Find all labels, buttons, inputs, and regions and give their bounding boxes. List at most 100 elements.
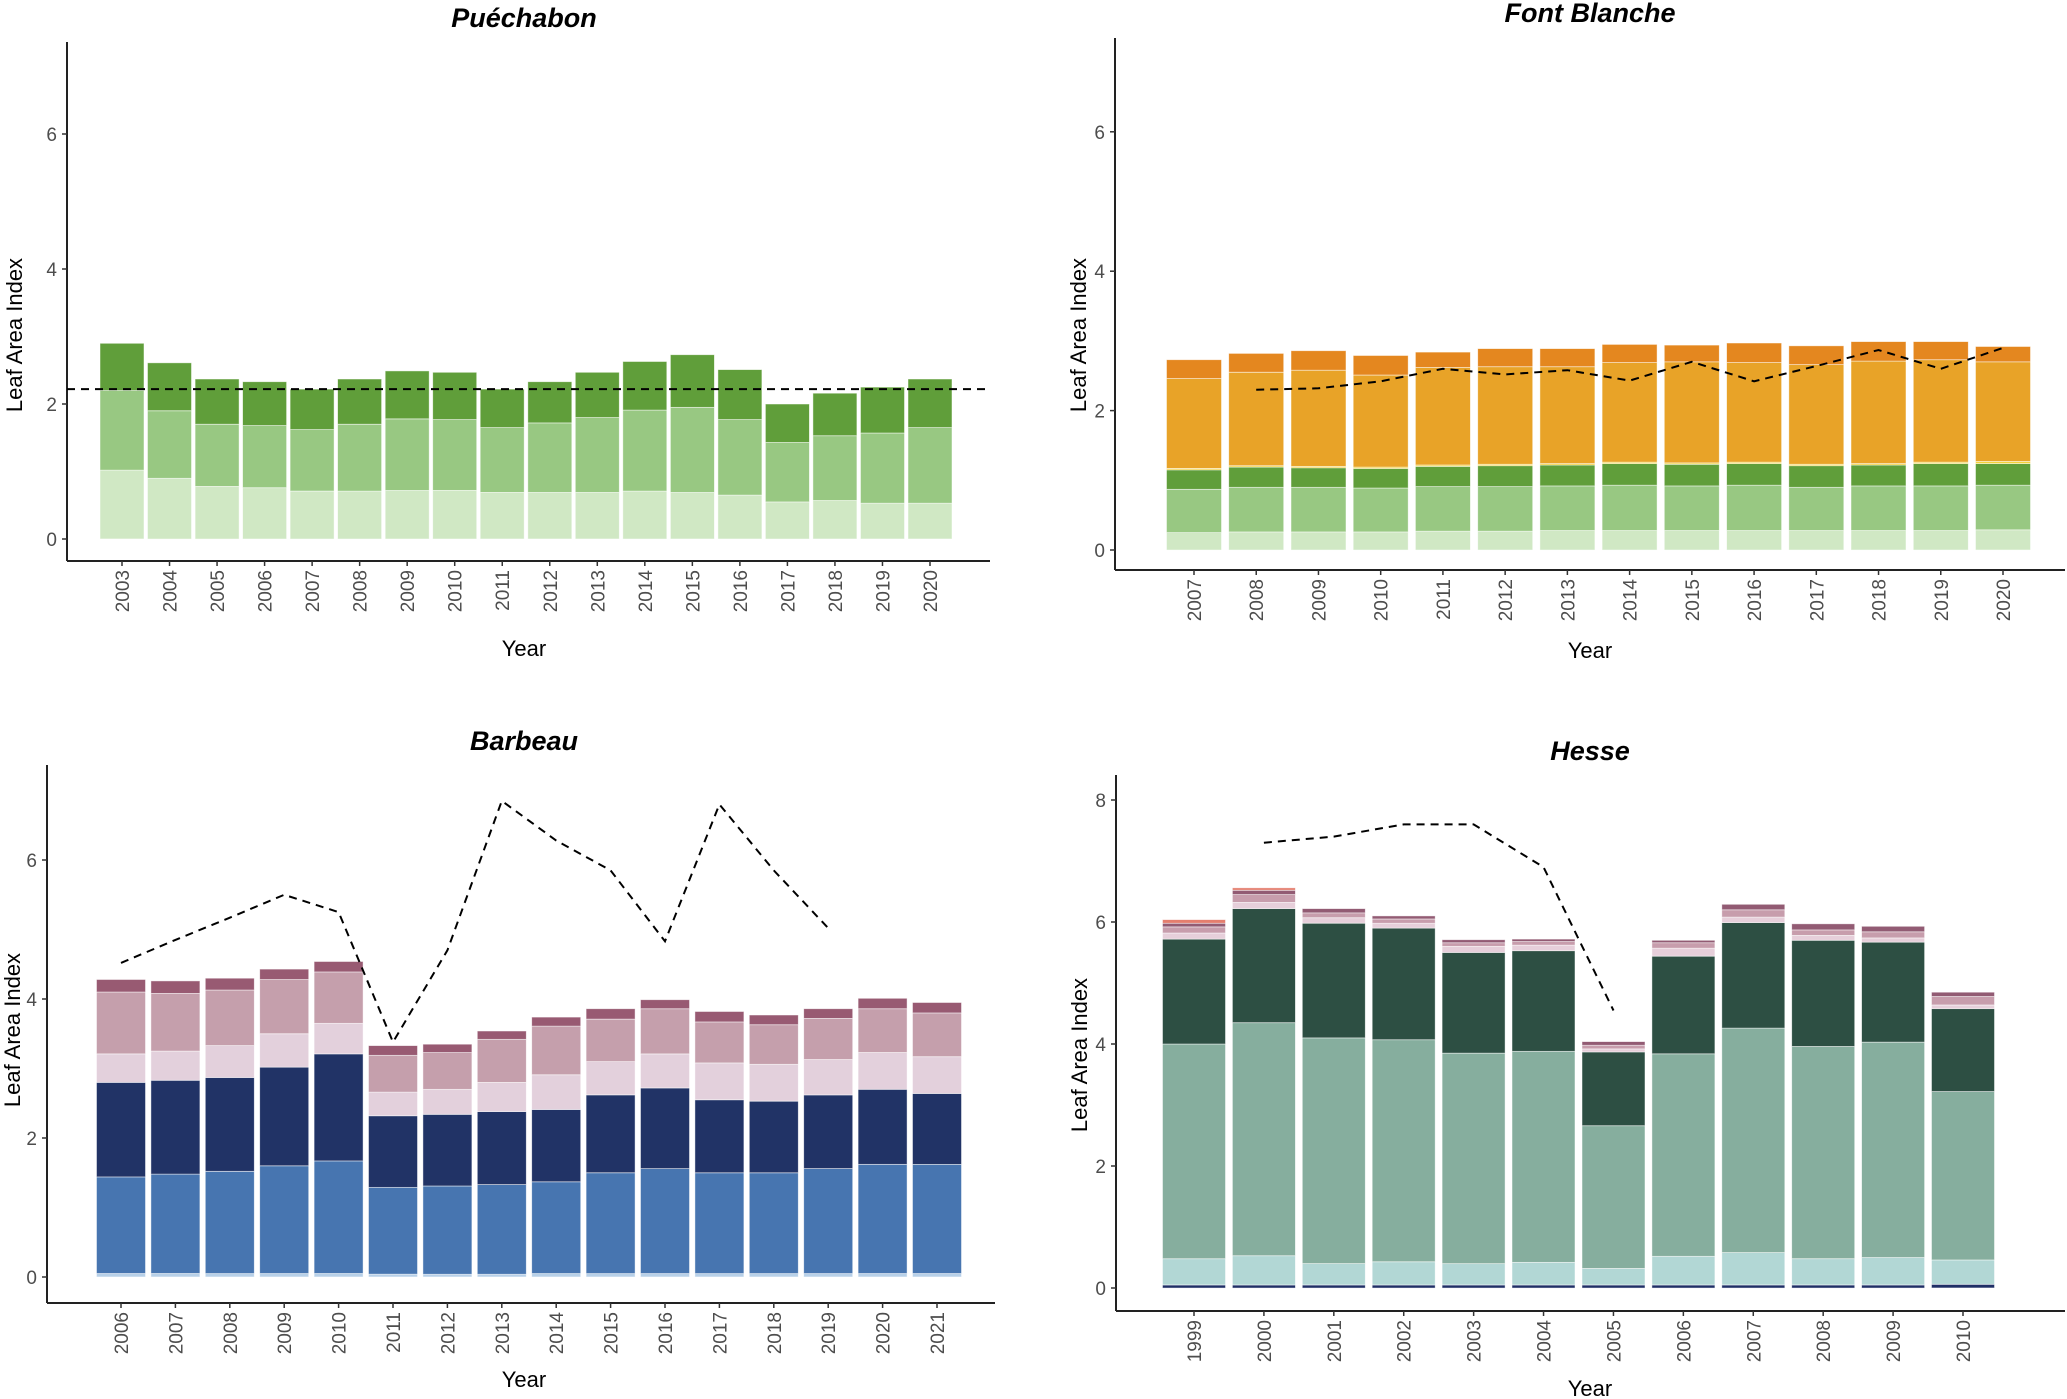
bar-segment: [1352, 374, 1409, 468]
bar-segment: [1651, 947, 1716, 957]
x-axis-title: Year: [502, 636, 546, 661]
x-tick-label: 2020: [874, 1312, 895, 1354]
x-axis-title: Year: [1568, 638, 1612, 663]
bar-segment: [150, 980, 201, 994]
reference-dashed-line: [1256, 346, 2004, 391]
x-tick-label: 2020: [1994, 579, 2015, 621]
bar-segment: [1721, 1027, 1786, 1253]
bar-segment: [194, 485, 240, 540]
bar-segment: [1721, 916, 1786, 923]
bar-segment: [857, 1008, 908, 1053]
bar-segment: [1441, 1052, 1506, 1265]
bar-stack: [313, 961, 364, 1278]
bar-segment: [748, 1273, 799, 1278]
bar-segment: [1228, 371, 1285, 467]
bar-segment: [1166, 488, 1222, 534]
x-tick-label: 2010: [1954, 1320, 1975, 1362]
bar-segment: [1162, 922, 1226, 928]
x-tick-label: 2013: [1558, 579, 1579, 621]
bar-segment: [1791, 929, 1856, 936]
x-tick-label: 2008: [351, 570, 372, 612]
bar-segment: [313, 1273, 364, 1278]
bar-stack: [384, 370, 430, 540]
bar-segment: [1539, 348, 1596, 368]
bar-segment: [1162, 1258, 1226, 1286]
bar-segment: [1371, 1039, 1436, 1263]
bar-stack: [432, 371, 478, 540]
bar-segment: [1415, 530, 1471, 551]
bar-segment: [1232, 889, 1296, 895]
bar-segment: [1791, 1284, 1856, 1289]
bar-segment: [1651, 942, 1716, 949]
bar-segment: [640, 1273, 690, 1278]
x-tick-label: 2005: [1604, 1320, 1625, 1362]
bar-segment: [694, 1011, 745, 1023]
bar-segment: [1511, 1284, 1576, 1289]
reference-dashed-line: [120, 799, 829, 1045]
bar-segment: [1228, 531, 1285, 551]
y-axis-title: Leaf Area Index: [2, 258, 27, 412]
bar-stack: [1415, 351, 1471, 551]
bar-segment: [1663, 530, 1720, 551]
y-tick-label: 6: [1095, 913, 1106, 934]
x-tick-label: 2003: [1465, 1320, 1486, 1362]
bar-segment: [670, 406, 715, 493]
bar-stack: [1912, 341, 1969, 551]
bar-stack: [1975, 346, 2031, 551]
bar-segment: [1511, 944, 1576, 952]
bar-segment: [1975, 529, 2031, 551]
bar-segment: [1511, 938, 1576, 942]
bar-segment: [1912, 359, 1969, 463]
bar-segment: [670, 354, 715, 408]
bar-segment: [259, 979, 310, 1035]
bar-segment: [748, 1063, 799, 1102]
bar-segment: [640, 1008, 690, 1055]
bar-segment: [368, 1186, 418, 1275]
bar-segment: [1290, 531, 1347, 551]
x-tick-label: 2012: [1496, 579, 1517, 621]
bar-segment: [803, 1094, 854, 1169]
y-tick-label: 4: [1095, 1035, 1106, 1056]
bar-segment: [1232, 894, 1296, 903]
y-tick-label: 2: [1094, 402, 1105, 423]
bar-segment: [150, 1273, 201, 1278]
bar-segment: [1228, 352, 1285, 373]
bar-segment: [479, 388, 525, 428]
x-tick-label: 2014: [636, 570, 657, 613]
bar-segment: [1162, 1043, 1226, 1260]
bar-segment: [1581, 1051, 1646, 1127]
bar-segment: [1912, 463, 1969, 487]
x-tick-label: 2009: [398, 570, 419, 612]
bar-segment: [812, 500, 858, 540]
bar-segment: [1861, 1257, 1925, 1286]
bar-segment: [1663, 344, 1720, 363]
bar-stack: [422, 1043, 473, 1278]
x-tick-label: 2006: [256, 570, 277, 612]
bar-segment: [622, 361, 668, 411]
bar-segment: [384, 489, 430, 540]
bar-segment: [96, 1082, 146, 1178]
bar-segment: [1975, 463, 2031, 486]
bar-segment: [748, 1014, 799, 1026]
bar-segment: [99, 342, 145, 391]
y-tick-label: 0: [26, 1268, 37, 1289]
chart-title: Puéchabon: [451, 3, 597, 33]
x-tick-label: 2002: [1395, 1320, 1416, 1362]
bar-segment: [1721, 903, 1786, 911]
x-axis-title: Year: [1568, 1376, 1612, 1399]
bar-segment: [1371, 927, 1436, 1041]
bar-segment: [422, 1088, 473, 1115]
bar-stack: [1290, 350, 1347, 551]
bar-segment: [204, 1273, 255, 1278]
bar-segment: [1352, 531, 1409, 551]
bar-segment: [1511, 950, 1576, 1052]
bar-segment: [1726, 484, 1782, 531]
bar-segment: [765, 403, 810, 443]
bar-segment: [1441, 946, 1506, 953]
x-tick-label: 2012: [541, 570, 562, 612]
bar-segment: [96, 1053, 146, 1083]
bar-segment: [96, 991, 146, 1055]
bars: [99, 342, 953, 540]
bar-segment: [1162, 919, 1226, 924]
bar-segment: [531, 1109, 582, 1183]
